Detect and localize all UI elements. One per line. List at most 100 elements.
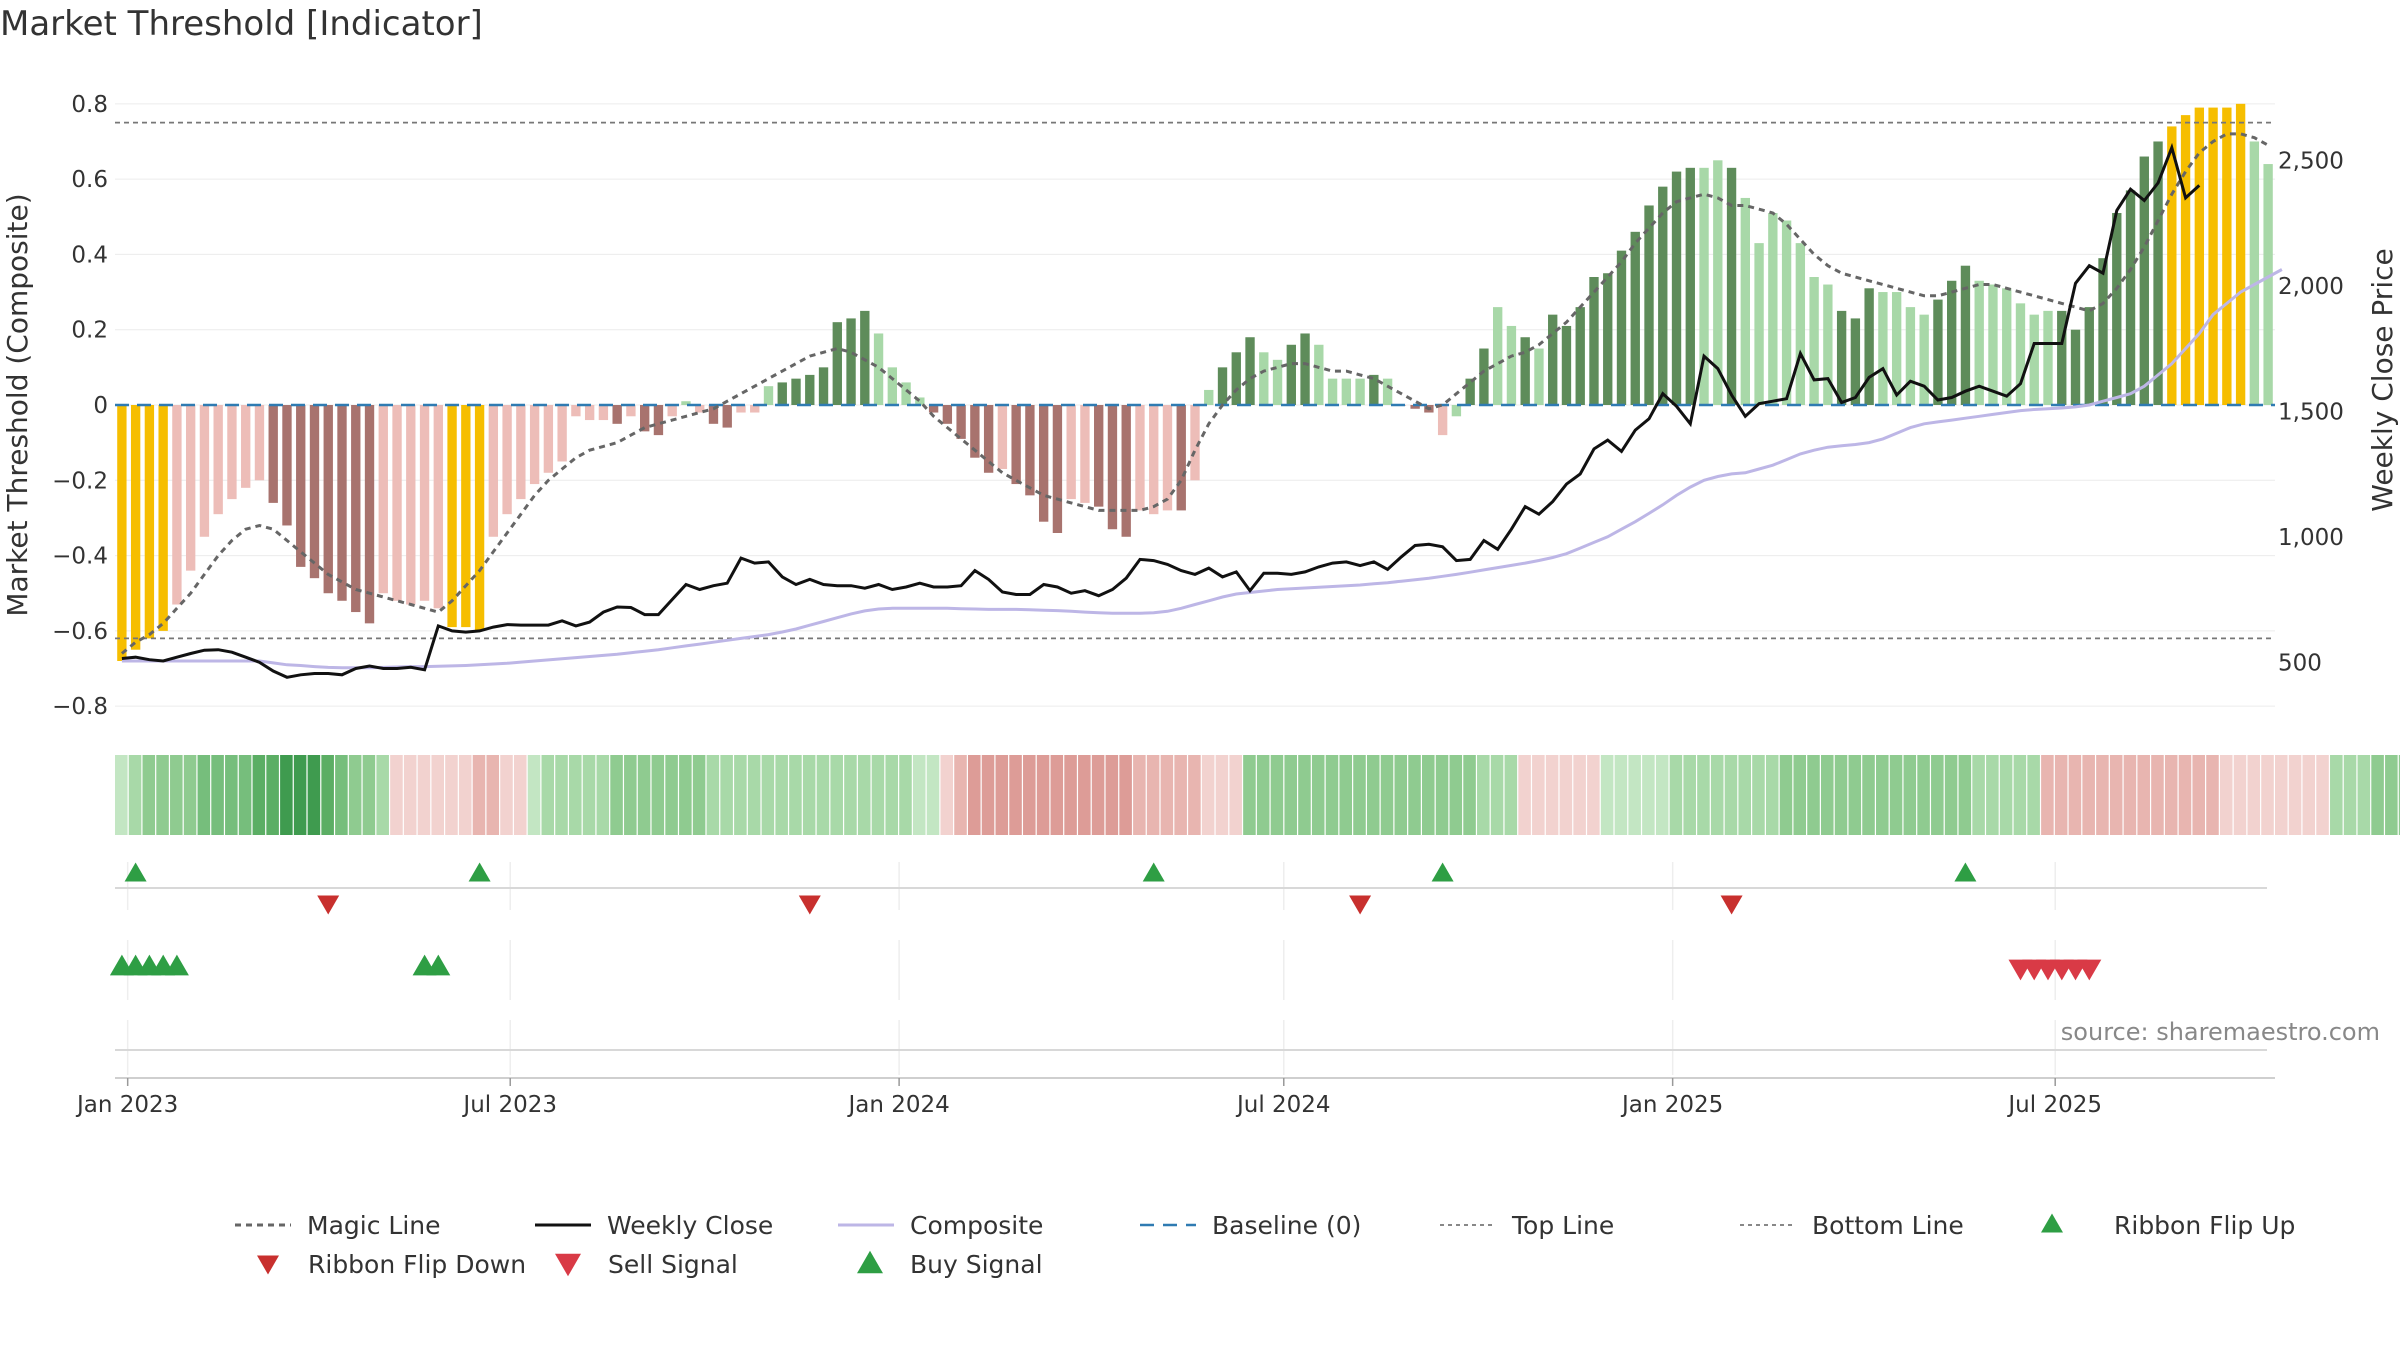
composite-bar	[1245, 337, 1255, 405]
ribbon-cell	[1532, 755, 1545, 835]
ribbon-cell	[2233, 755, 2247, 835]
x-tick-label: Jul 2023	[461, 1092, 557, 1118]
ribbon-cell	[857, 755, 871, 835]
y-tick-label: 0.6	[71, 167, 108, 193]
composite-bar	[1836, 310, 1847, 405]
ribbon-cell	[1036, 755, 1050, 835]
ribbon-cell	[238, 755, 252, 835]
ribbon-cell	[2137, 755, 2150, 835]
composite-bar	[1589, 277, 1599, 405]
ribbon-cell	[1270, 755, 1284, 835]
composite-bar	[185, 405, 196, 571]
ribbon-cell	[1064, 755, 1077, 835]
composite-bar	[970, 405, 980, 458]
composite-bar	[942, 405, 953, 424]
composite-bar	[1616, 250, 1627, 405]
legend: Magic Line Weekly Close Composite Baseline …	[235, 1211, 2295, 1279]
composite-bar	[323, 405, 333, 594]
ribbon-cell	[1311, 755, 1325, 835]
composite-bar	[640, 405, 650, 432]
composite-bar	[722, 405, 732, 428]
composite-bar	[392, 405, 402, 601]
composite-bar	[158, 405, 168, 631]
composite-bar	[1974, 280, 1984, 405]
legend-label: Weekly Close	[607, 1211, 773, 1240]
composite-bar	[419, 405, 430, 601]
composite-bar	[818, 367, 829, 405]
composite-bar	[1878, 292, 1888, 405]
x-tick-label: Jul 2024	[1235, 1092, 1331, 1118]
ribbon-cell	[2164, 755, 2178, 835]
composite-bar	[1781, 220, 1792, 405]
ribbon-cell	[844, 755, 857, 835]
ribbon-cell	[995, 755, 1009, 835]
composite-bar	[1259, 352, 1269, 405]
ribbon-cell	[307, 755, 321, 835]
composite-bar	[474, 405, 485, 631]
ribbon-cell	[1174, 755, 1187, 835]
ribbon-cell	[293, 755, 307, 835]
composite-bar	[1341, 378, 1352, 405]
composite-bar	[2084, 307, 2094, 405]
ribbon-cell	[1545, 755, 1559, 835]
composite-bar	[1726, 167, 1737, 405]
composite-bars	[117, 103, 2273, 661]
composite-bar	[502, 405, 512, 515]
ribbon-cell	[1518, 755, 1531, 835]
ribbon-cell	[156, 755, 169, 835]
composite-bar	[1988, 284, 1998, 405]
ribbon-cell	[541, 755, 555, 835]
ribbon-cell	[2096, 755, 2109, 835]
ribbon-cell	[1903, 755, 1917, 835]
composite-bar	[1823, 284, 1833, 405]
ribbon-cell	[2288, 755, 2302, 835]
composite-bar	[1052, 405, 1063, 533]
composite-bar	[1933, 299, 1943, 405]
y-tick-label: −0.4	[52, 544, 108, 570]
legend-label: Buy Signal	[910, 1250, 1043, 1279]
ribbon-cell	[183, 755, 197, 835]
composite-bar	[1960, 265, 1971, 405]
ribbon-cell	[1986, 755, 1999, 835]
ribbon-flip-down-marker	[1720, 895, 1743, 915]
composite-bar	[2029, 314, 2039, 405]
composite-bar	[254, 405, 265, 481]
composite-bar	[406, 405, 416, 605]
ribbon-cell	[1477, 755, 1490, 835]
ribbon-cell	[1765, 755, 1779, 835]
ribbon-cell	[1628, 755, 1641, 835]
composite-bar	[571, 405, 581, 417]
composite-bar	[282, 405, 292, 526]
composite-bar	[1080, 405, 1090, 503]
ribbon-cell	[2385, 755, 2398, 835]
y-tick-label: −0.6	[52, 619, 108, 645]
ribbon-cell	[1917, 755, 1930, 835]
ribbon-cell	[1944, 755, 1958, 835]
ribbon-cell	[665, 755, 678, 835]
ribbon-cell	[1683, 755, 1696, 835]
composite-bar	[268, 405, 278, 503]
ribbon-cell	[1504, 755, 1518, 835]
composite-bar	[2180, 115, 2191, 405]
composite-bar	[1575, 307, 1585, 405]
composite-bar	[1410, 405, 1420, 409]
ribbon-cell	[472, 755, 486, 835]
composite-bar	[736, 405, 746, 413]
composite-bar	[1492, 307, 1503, 405]
magic-line	[120, 132, 2269, 655]
y-tick-label: −0.2	[52, 468, 108, 494]
sell-signal-marker	[2077, 959, 2102, 981]
ribbon-flip-up-marker	[468, 862, 491, 882]
ribbon-cell	[569, 755, 582, 835]
ribbon-flip-down-marker	[317, 895, 340, 915]
composite-bar	[1520, 337, 1530, 405]
y2-tick-label: 2,500	[2278, 148, 2344, 174]
ribbon-cell	[1642, 755, 1655, 835]
composite-bar	[2249, 141, 2260, 405]
composite-bar	[1355, 378, 1365, 405]
ribbon-cell	[1697, 755, 1710, 835]
x-axis: Jan 2023 Jul 2023 Jan 2024 Jul 2024 Jan 2025…	[75, 1077, 2275, 1118]
ribbon-cell	[692, 755, 706, 835]
ribbon-cell	[403, 755, 417, 835]
ribbon-flip-up-marker	[124, 862, 147, 882]
